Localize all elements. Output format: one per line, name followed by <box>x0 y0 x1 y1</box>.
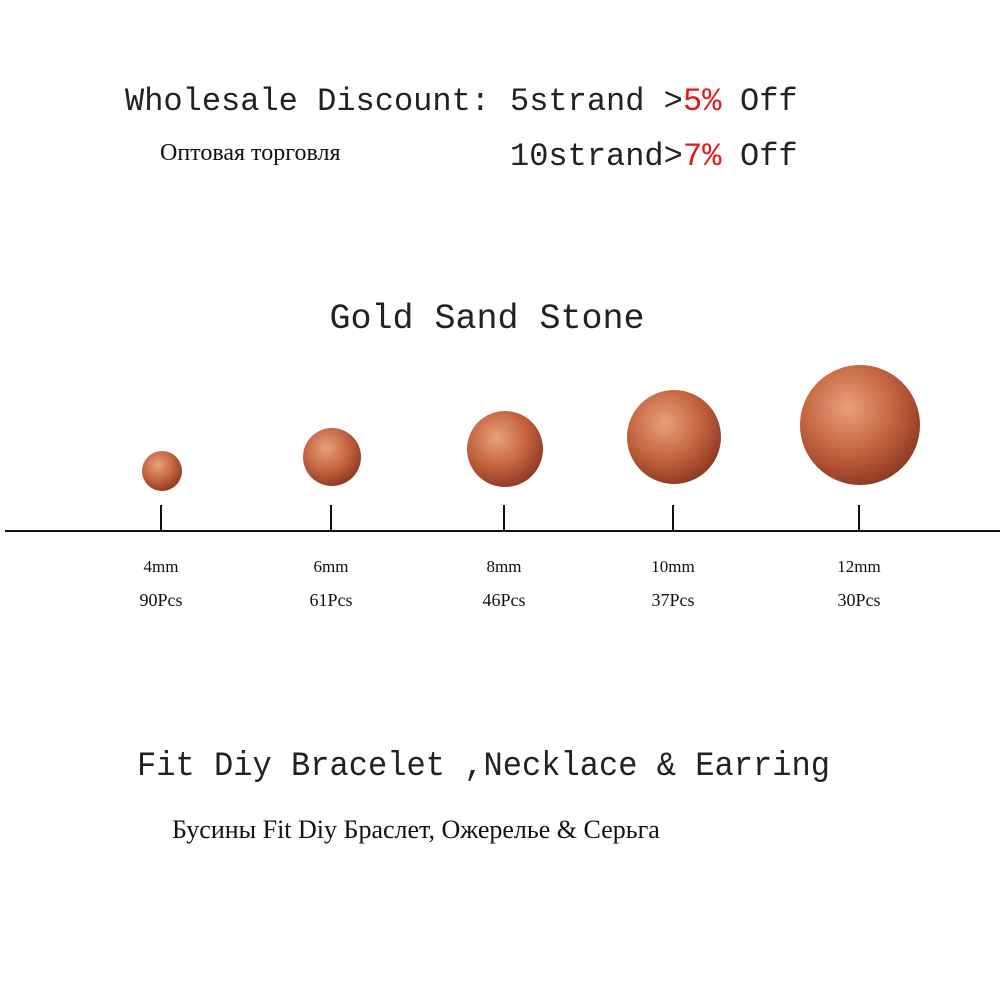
russian-label: Оптовая торговля <box>160 140 341 166</box>
size-label: 6mm <box>314 557 349 576</box>
discount-label: Wholesale Discount: <box>125 83 490 120</box>
bead <box>467 411 543 487</box>
count-label: 61Pcs <box>309 590 352 610</box>
footer-russian: Бусины Fit Diy Браслет, Ожерелье & Серьг… <box>172 815 660 844</box>
footer-english: Fit Diy Bracelet ,Necklace & Earring <box>137 748 830 786</box>
count-label: 90Pcs <box>139 590 182 610</box>
tier-suffix: Off <box>740 83 798 120</box>
size-label: 8mm <box>487 557 522 576</box>
product-title: Gold Sand Stone <box>329 299 644 339</box>
tier-strands: 5strand > <box>510 83 683 120</box>
size-label: 10mm <box>651 557 694 576</box>
count-label: 30Pcs <box>837 590 880 610</box>
size-label: 12mm <box>837 557 880 576</box>
bead <box>303 428 361 486</box>
bead <box>627 390 721 484</box>
tier-percent: 7% <box>683 138 722 175</box>
tier-strands: 10strand> <box>510 138 683 175</box>
bead-sizes: 4mm 90Pcs 6mm 61Pcs 8mm 46Pcs 10mm 37Pcs 12mm 30P… <box>139 365 920 610</box>
tier-percent: 5% <box>683 83 722 120</box>
bead <box>800 365 920 485</box>
tier-suffix: Off <box>740 138 798 175</box>
count-label: 46Pcs <box>482 590 525 610</box>
size-label: 4mm <box>144 557 179 576</box>
count-label: 37Pcs <box>651 590 694 610</box>
bead <box>142 451 182 491</box>
